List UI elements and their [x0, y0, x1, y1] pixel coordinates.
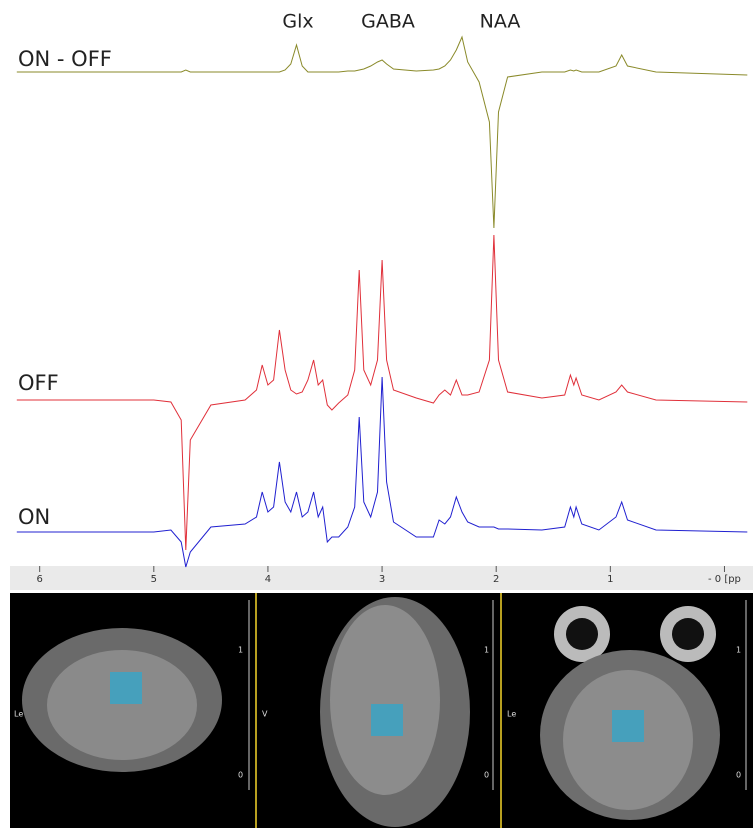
mri-panels: Le V Le 1 0 1 0 1 0 — [10, 593, 753, 828]
eye-image — [672, 618, 704, 650]
series-label: OFF — [18, 371, 59, 395]
image-scale-label: 1 — [238, 646, 243, 655]
peak-annotation: NAA — [480, 11, 521, 33]
x-tick-label: 3 — [379, 574, 385, 585]
eye-image — [566, 618, 598, 650]
image-scale-label: 1 — [736, 646, 741, 655]
x-tick-label: 6 — [36, 574, 42, 585]
image-scale-label: 0 — [736, 771, 741, 780]
x-tick-label: 5 — [151, 574, 157, 585]
x-tick-label: 4 — [265, 574, 271, 585]
image-side-label: Le — [14, 710, 23, 719]
brain-image — [47, 650, 197, 760]
x-tick-label: - 0 [pp — [708, 574, 741, 585]
series-label: ON — [18, 505, 50, 529]
peak-annotation: Glx — [282, 11, 313, 33]
brain-image — [330, 605, 440, 795]
voxel — [110, 672, 142, 704]
figure: Le V Le 1 0 1 0 1 0 6 5 4 3 2 1 - 0 [pp ON - OF… — [0, 0, 753, 828]
image-side-label: V — [262, 710, 268, 719]
image-scale-label: 1 — [484, 646, 489, 655]
voxel — [612, 710, 644, 742]
x-tick-label: 2 — [493, 574, 499, 585]
voxel — [371, 704, 403, 736]
series-label: ON - OFF — [18, 47, 112, 71]
image-scale-label: 0 — [238, 771, 243, 780]
peak-annotation: GABA — [361, 11, 415, 33]
image-scale-label: 0 — [484, 771, 489, 780]
image-side-label: Le — [507, 710, 516, 719]
x-tick-label: 1 — [607, 574, 613, 585]
